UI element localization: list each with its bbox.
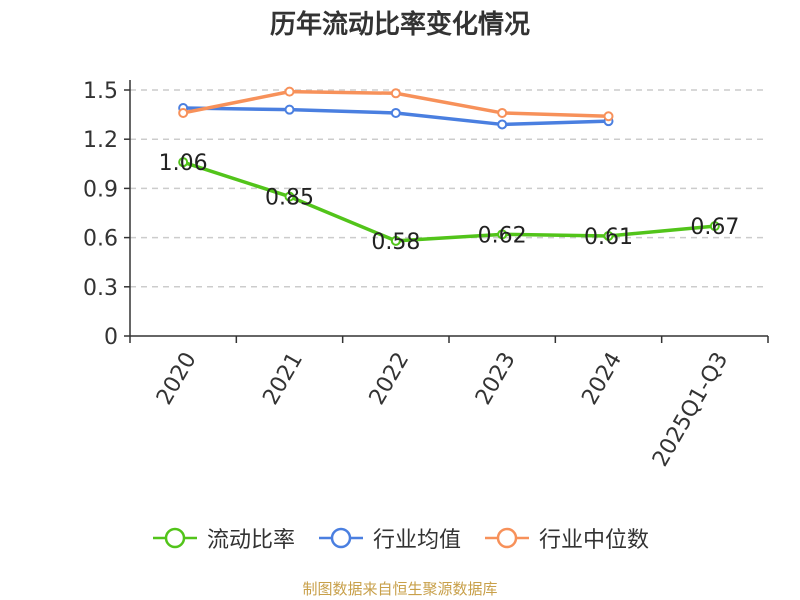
data-point (284, 191, 295, 202)
legend-item[interactable]: 行业均值 (317, 522, 461, 554)
data-point (390, 88, 401, 99)
data-point (284, 86, 295, 97)
data-labels: 1.06 0.85 0.58 0.62 0.61 0.67 (159, 151, 740, 255)
legend-label: 行业均值 (372, 528, 461, 553)
data-label: 0.58 (371, 230, 420, 255)
x-tick-label: 2025Q1-Q3 (648, 348, 733, 471)
x-tick-label: 2023 (471, 348, 521, 409)
y-tick-label: 0.9 (83, 177, 118, 202)
x-tick-label: 2020 (152, 348, 202, 409)
data-point (497, 107, 508, 118)
data-point (603, 111, 614, 122)
data-point (178, 157, 189, 168)
x-tick-label: 2022 (365, 348, 415, 409)
data-label: 0.61 (584, 225, 633, 250)
series-line (182, 160, 715, 243)
legend-item[interactable]: 行业中位数 (483, 522, 649, 554)
y-tick-label: 1.5 (83, 79, 118, 104)
legend: 流动比率 行业均值 行业中位数 (0, 520, 800, 556)
data-point (709, 221, 720, 232)
data-point (390, 235, 401, 246)
legend-label: 行业中位数 (539, 528, 650, 553)
series-lines (178, 86, 720, 246)
y-tick-label: 0 (104, 325, 118, 350)
data-point (284, 104, 295, 115)
data-point (390, 107, 401, 118)
axes: 0 0.3 0.6 0.9 1.2 1.5 2020 2021 2022 2023 2024 2025… (83, 79, 769, 471)
legend-swatch-icon (318, 527, 363, 549)
legend-swatch-icon (152, 527, 197, 549)
x-tick-label: 2021 (258, 348, 308, 409)
y-tick-label: 0.3 (83, 276, 118, 301)
y-tick-label: 1.2 (83, 128, 118, 153)
legend-item[interactable]: 流动比率 (151, 522, 295, 554)
data-label: 0.67 (690, 215, 739, 240)
data-point (603, 230, 614, 241)
x-tick-label: 2024 (577, 348, 627, 409)
y-tick-label: 0.6 (83, 227, 118, 252)
data-label: 0.85 (265, 186, 314, 211)
data-point (497, 229, 508, 240)
source-text: 制图数据来自恒生聚源数据库 (302, 580, 498, 598)
legend-swatch-icon (485, 527, 529, 549)
chart-title: 历年流动比率变化情况 (269, 10, 530, 40)
data-point (497, 119, 508, 130)
data-label: 1.06 (159, 151, 208, 176)
legend-label: 流动比率 (206, 528, 295, 553)
data-label: 0.62 (478, 223, 527, 248)
data-point (178, 107, 189, 118)
